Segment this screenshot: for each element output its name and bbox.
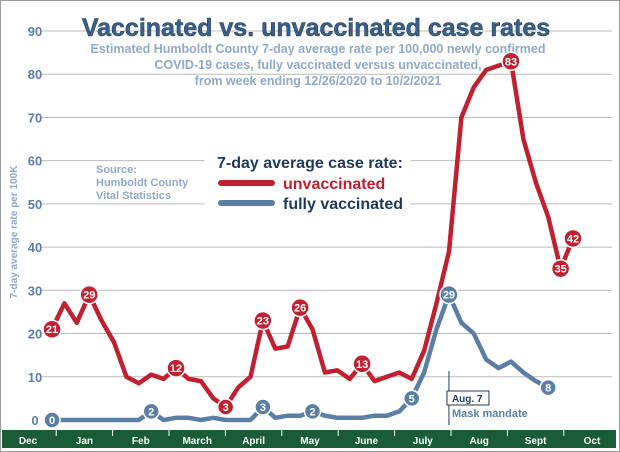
chart-subtitle-line-1: Estimated Humboldt County 7-day average … — [90, 42, 545, 56]
data-label-marker-unvaccinated — [216, 398, 235, 416]
x-tick-label: Aug — [469, 436, 488, 447]
data-label-unvaccinated: 3 — [223, 402, 229, 414]
y-tick-label: 30 — [28, 283, 42, 298]
data-label-marker-vaccinated — [439, 284, 459, 305]
data-label-marker-unvaccinated — [563, 228, 583, 249]
y-tick-label: 50 — [28, 197, 42, 212]
legend-label-unvaccinated: unvaccinated — [283, 176, 385, 193]
legend-title: 7-day average case rate: — [217, 155, 403, 172]
x-tick-label: June — [355, 436, 379, 447]
data-label-unvaccinated: 83 — [505, 56, 517, 68]
data-label-unvaccinated: 26 — [294, 303, 306, 315]
series-line-vaccinated — [49, 292, 551, 423]
y-tick-label: 40 — [28, 240, 42, 255]
x-tick-label: March — [182, 436, 211, 447]
x-tick-label: Sept — [525, 436, 547, 447]
x-tick-label: Oct — [584, 436, 601, 447]
mask-mandate-date-box — [446, 390, 490, 406]
mask-mandate-label: Mask mandate — [452, 408, 528, 420]
y-tick-label: 0 — [31, 413, 38, 428]
data-label-unvaccinated: 35 — [554, 264, 566, 276]
y-tick-label: 10 — [28, 370, 42, 385]
x-tick-label: Jan — [76, 436, 93, 447]
data-label-vaccinated: 0 — [49, 415, 55, 427]
y-tick-label: 80 — [28, 67, 42, 82]
data-label-marker-vaccinated — [539, 378, 557, 397]
data-label-vaccinated: 3 — [260, 402, 266, 414]
data-label-marker-unvaccinated — [290, 297, 310, 318]
chart-title: Vaccinated vs. unvaccinated case rates — [82, 14, 550, 42]
x-axis-band — [2, 430, 616, 448]
mask-mandate-date: Aug. 7 — [452, 394, 483, 405]
data-label-unvaccinated: 23 — [257, 316, 269, 328]
data-label-unvaccinated: 29 — [83, 290, 95, 302]
y-tick-label: 70 — [28, 110, 42, 125]
source-line-1: Source: — [96, 164, 137, 176]
legend: 7-day average case rate: unvaccinated fu… — [204, 145, 411, 217]
data-label-vaccinated: 2 — [309, 406, 315, 418]
data-label-marker-unvaccinated — [501, 51, 521, 72]
data-label-vaccinated: 8 — [545, 383, 551, 395]
x-tick-label: April — [242, 436, 265, 447]
chart-subtitle-line-3: from week ending 12/26/2020 to 10/2/2021 — [195, 74, 442, 88]
x-axis: Dec Jan Feb March April May June July Aug Sept Oct — [19, 430, 601, 447]
data-label-marker-unvaccinated — [166, 358, 186, 378]
data-label-vaccinated: 5 — [409, 393, 415, 405]
data-label-unvaccinated: 42 — [567, 233, 579, 245]
x-tick-label: July — [413, 436, 433, 447]
chart-subtitle-line-2: COVID-19 cases, fully vaccinated versus … — [154, 58, 481, 72]
data-label-marker-vaccinated — [402, 389, 421, 408]
y-tick-label: 90 — [28, 24, 42, 39]
source-line-2: Humboldt County — [96, 177, 189, 189]
y-axis-label: 7-day average rate per 100K — [9, 165, 20, 299]
legend-label-vaccinated: fully vaccinated — [283, 196, 403, 213]
data-label-marker-unvaccinated — [352, 354, 372, 374]
series-line-unvaccinated — [49, 59, 576, 410]
data-label-marker-unvaccinated — [42, 319, 62, 339]
data-label-unvaccinated: 12 — [170, 363, 182, 375]
data-label-vaccinated: 2 — [148, 406, 154, 418]
data-label-marker-vaccinated — [303, 402, 322, 421]
data-label-marker-vaccinated — [254, 398, 272, 416]
data-label-marker-unvaccinated — [253, 310, 273, 331]
y-tick-label: 20 — [28, 327, 42, 342]
x-tick-label: May — [300, 436, 320, 447]
source-line-3: Vital Statistics — [96, 190, 171, 202]
data-label-marker-vaccinated — [43, 411, 61, 429]
x-tick-label: Feb — [132, 436, 150, 447]
data-label-marker-vaccinated — [142, 402, 160, 421]
data-label-marker-unvaccinated — [79, 284, 99, 305]
data-label-vaccinated: 29 — [443, 290, 455, 302]
mask-mandate-annotation: Aug. 7 Mask mandate — [446, 371, 528, 425]
x-tick-label: Dec — [19, 436, 38, 447]
data-label-unvaccinated: 21 — [46, 324, 58, 336]
data-label-marker-unvaccinated — [550, 258, 571, 279]
y-axis: 0 10 20 30 40 50 60 70 80 90 — [28, 24, 42, 428]
y-tick-label: 60 — [28, 154, 42, 169]
data-label-unvaccinated: 13 — [356, 359, 368, 371]
series-lines — [49, 59, 576, 423]
